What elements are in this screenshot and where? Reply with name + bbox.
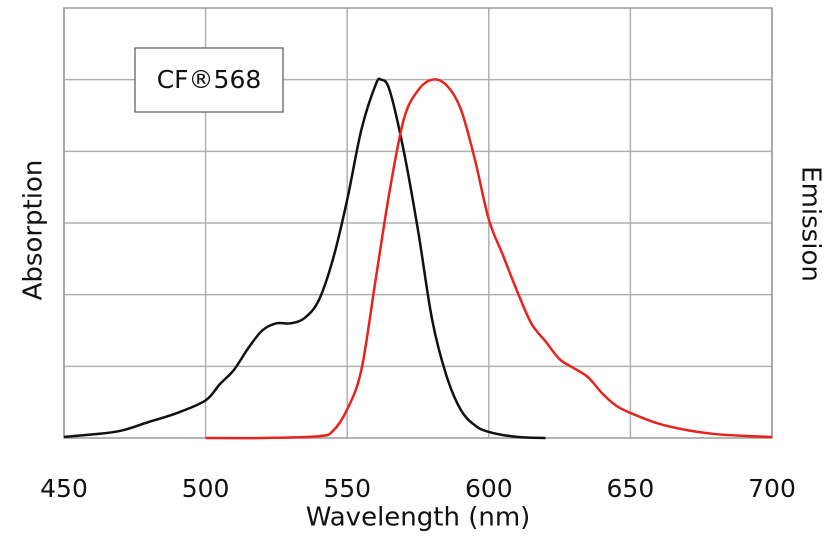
x-tick-label: 650 xyxy=(607,474,655,503)
annotation: CF®568 xyxy=(157,65,262,94)
y2-axis-label: Emission xyxy=(796,166,826,282)
x-tick-label: 450 xyxy=(40,474,88,503)
plot-frame xyxy=(63,7,773,439)
x-tick-label: 600 xyxy=(465,474,513,503)
series-line xyxy=(63,77,546,440)
y-axis-label: Absorption xyxy=(19,160,49,301)
x-tick-label: 700 xyxy=(748,474,796,503)
x-axis-label: Wavelength (nm) xyxy=(306,503,531,533)
x-tick-label: 550 xyxy=(323,474,371,503)
legend-box xyxy=(134,47,284,113)
x-tick-label: 500 xyxy=(182,474,230,503)
series-line xyxy=(205,78,773,440)
